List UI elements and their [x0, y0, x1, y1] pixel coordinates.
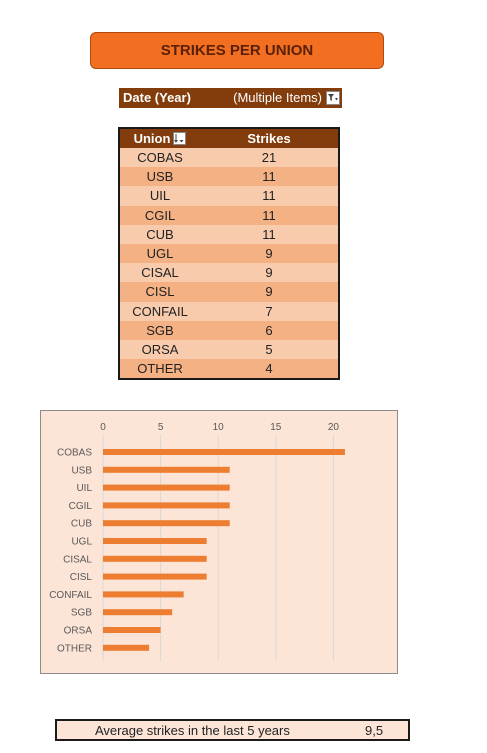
union-cell: OTHER — [137, 361, 183, 377]
strikes-header: Strikes — [247, 131, 291, 146]
bar-ugl[interactable] — [103, 538, 207, 544]
filter-value: (Multiple Items) — [233, 90, 322, 105]
strikes-cell: 9 — [265, 245, 273, 261]
average-label: Average strikes in the last 5 years — [95, 722, 290, 738]
strikes-cell: 9 — [265, 265, 273, 281]
x-tick-label: 10 — [213, 422, 225, 433]
strikes-cell: 11 — [262, 169, 276, 185]
category-label: UGL — [71, 537, 92, 548]
bar-other[interactable] — [103, 644, 150, 651]
category-label: CISL — [70, 572, 93, 583]
union-cell: UGL — [146, 245, 174, 261]
table-row[interactable]: USB 11 — [120, 167, 338, 187]
union-cell: COBAS — [137, 150, 183, 165]
strikes-cell: 4 — [265, 361, 273, 377]
union-cell: UIL — [149, 188, 171, 204]
table-row[interactable]: CUB 11 — [120, 224, 338, 244]
category-label: CONFAIL — [49, 590, 92, 601]
table-row[interactable]: CISL 9 — [120, 282, 338, 302]
category-label: CISAL — [63, 554, 92, 565]
table-row[interactable]: CISAL 9 — [120, 263, 338, 283]
strikes-cell: 9 — [265, 284, 273, 300]
table-row[interactable]: ORSA 5 — [120, 339, 338, 360]
bar-usb[interactable] — [103, 466, 230, 473]
bar-cisl[interactable] — [103, 573, 207, 580]
union-header: Union — [133, 131, 171, 146]
bar-cisal[interactable] — [103, 555, 207, 562]
table-row[interactable]: UIL 11 — [120, 186, 338, 206]
table-row[interactable]: UGL 9 — [120, 243, 338, 264]
bar-cobas[interactable] — [103, 449, 345, 455]
table-row[interactable]: COBAS 21 — [120, 148, 338, 168]
bar-confail[interactable] — [103, 591, 184, 598]
average-value: 9,5 — [365, 722, 384, 738]
category-label: COBAS — [57, 448, 92, 459]
sort-descending-icon[interactable] — [173, 132, 187, 145]
strikes-cell: 21 — [261, 150, 277, 165]
page-title: STRIKES PER UNION — [90, 32, 384, 69]
chart-canvas: 0 5 10 15 20 COBAS USB UIL CGIL CUB UGL CISAL CISL CO… — [49, 422, 345, 661]
union-cell: CGIL — [144, 207, 176, 223]
strikes-cell: 11 — [262, 207, 276, 223]
x-tick-label: 15 — [270, 422, 282, 433]
table-row[interactable]: SGB 6 — [120, 320, 338, 340]
bar-sgb[interactable] — [103, 609, 173, 616]
bar-orsa[interactable] — [103, 627, 161, 633]
union-cell: SGB — [146, 322, 174, 338]
bar-uil[interactable] — [103, 484, 230, 491]
filter-value-cell[interactable]: (Multiple Items) — [211, 88, 342, 108]
union-header-cell[interactable]: Union — [120, 129, 200, 148]
strikes-cell: 7 — [265, 303, 273, 319]
strikes-bar-chart: 0 5 10 15 20 COBAS USB UIL CGIL CUB UGL CISAL CISL CO… — [40, 410, 398, 674]
pivot-header-row: Union Strikes — [120, 129, 338, 148]
strikes-cell: 11 — [262, 188, 276, 204]
category-label: CUB — [71, 519, 92, 530]
pivot-table: Union Strikes COBAS 21 USB 11 UIL 11 CGIL 11 CUB… — [118, 127, 340, 381]
filter-label: Date (Year) — [119, 88, 211, 108]
report-filter: Date (Year) (Multiple Items) — [119, 88, 342, 108]
x-tick-label: 0 — [100, 422, 106, 433]
pivot-body: COBAS 21 USB 11 UIL 11 CGIL 11 CUB 11 UGL 9 CISAL 9 CI… — [120, 148, 338, 379]
union-cell: USB — [146, 169, 174, 185]
category-label: ORSA — [64, 626, 93, 637]
table-row[interactable]: CGIL 11 — [120, 205, 338, 225]
strikes-cell: 5 — [265, 341, 273, 357]
union-cell: CUB — [146, 226, 174, 242]
x-tick-label: 5 — [158, 422, 164, 433]
union-cell: CISL — [145, 284, 175, 300]
union-cell: ORSA — [141, 341, 179, 357]
bar-cgil[interactable] — [103, 502, 230, 509]
bar-cub[interactable] — [103, 520, 230, 527]
average-strikes-box: Average strikes in the last 5 years 9,5 — [55, 719, 410, 741]
strikes-cell: 11 — [262, 226, 276, 242]
filter-dropdown-icon[interactable] — [326, 91, 340, 105]
category-label: OTHER — [57, 643, 92, 654]
category-label: UIL — [76, 483, 92, 494]
union-cell: CONFAIL — [132, 303, 188, 319]
table-row[interactable]: OTHER 4 — [120, 359, 338, 379]
category-label: USB — [71, 465, 92, 476]
union-cell: CISAL — [141, 265, 179, 281]
category-label: CGIL — [69, 501, 93, 512]
table-row[interactable]: CONFAIL 7 — [120, 301, 338, 321]
x-tick-label: 20 — [328, 422, 340, 433]
category-label: SGB — [71, 608, 92, 619]
strikes-cell: 6 — [265, 322, 273, 338]
